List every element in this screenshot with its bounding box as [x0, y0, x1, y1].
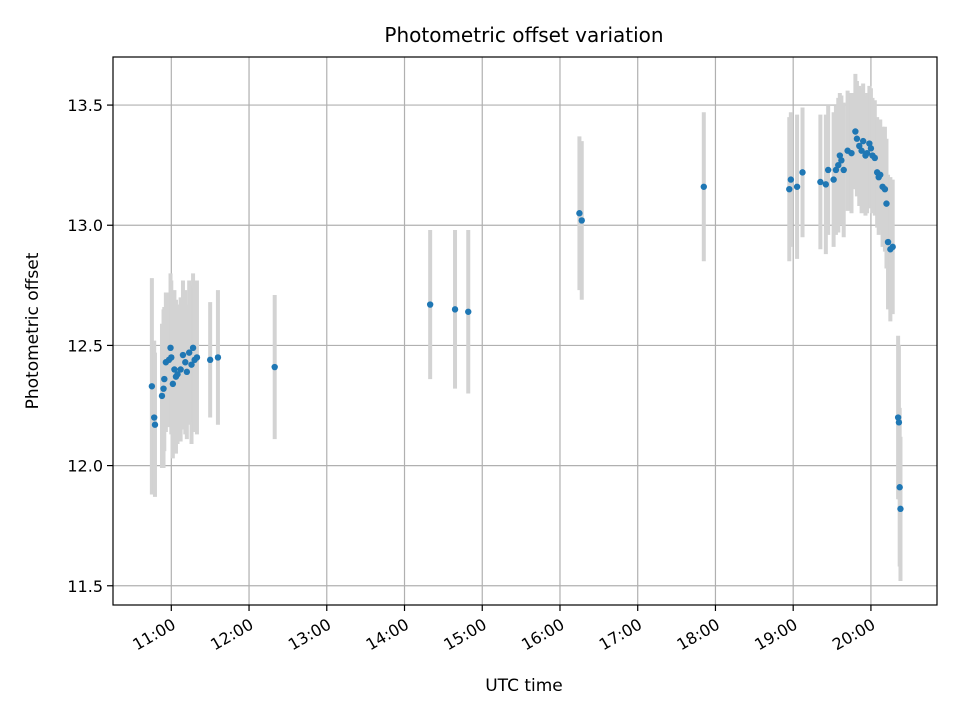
data-point: [840, 166, 847, 174]
data-point: [179, 351, 187, 359]
data-point: [182, 359, 189, 366]
data-point: [576, 210, 583, 217]
data-point: [206, 356, 214, 364]
y-tick-label: 11.5: [67, 577, 103, 596]
data-point: [158, 392, 166, 400]
data-point: [188, 361, 195, 368]
data-point: [859, 137, 867, 145]
data-point: [856, 142, 863, 150]
data-point: [426, 301, 434, 308]
data-point: [838, 157, 845, 164]
data-point: [451, 306, 459, 313]
plot-frame: [112, 56, 938, 606]
data-point: [151, 414, 158, 421]
data-point: [817, 178, 824, 186]
data-point: [793, 183, 801, 190]
data-point: [848, 149, 855, 157]
data-point: [884, 238, 892, 246]
data-point: [167, 344, 174, 352]
data-point: [824, 166, 832, 174]
y-tick-label: 12.0: [67, 457, 103, 476]
data-point: [895, 419, 903, 426]
data-point: [897, 505, 904, 513]
data-point: [836, 152, 844, 159]
data-point: [148, 383, 156, 390]
data-point: [465, 308, 472, 315]
data-point: [174, 371, 181, 378]
data-point: [894, 414, 902, 421]
data-point: [168, 354, 175, 361]
data-point: [822, 181, 830, 188]
y-tick-label: 13.5: [67, 96, 103, 115]
data-point: [786, 185, 793, 193]
data-point: [183, 368, 191, 376]
data-point: [852, 128, 859, 135]
data-point: [169, 380, 177, 388]
data-point: [787, 176, 795, 183]
data-point: [871, 154, 879, 162]
data-point: [877, 171, 884, 178]
data-point: [185, 349, 193, 356]
data-point: [853, 135, 861, 142]
y-tick-label: 12.5: [67, 336, 103, 355]
data-point: [881, 185, 889, 193]
x-axis-title: UTC time: [485, 676, 563, 696]
data-point: [193, 354, 201, 361]
data-point: [830, 176, 837, 183]
y-axis-title: Photometric offset: [23, 252, 43, 409]
data-point: [863, 149, 871, 157]
data-point: [189, 344, 197, 352]
y-tick-label: 13.0: [67, 216, 103, 235]
data-point: [883, 200, 890, 207]
data-point: [161, 375, 168, 383]
data-point: [177, 366, 184, 373]
data-point: [889, 243, 896, 251]
data-point: [896, 484, 903, 491]
data-point: [214, 354, 222, 361]
chart-title: Photometric offset variation: [384, 23, 663, 47]
data-point: [867, 145, 875, 152]
data-point: [151, 421, 159, 428]
data-point: [858, 147, 865, 154]
data-point: [578, 217, 585, 224]
data-point: [700, 183, 707, 190]
data-point: [271, 363, 278, 371]
data-point: [866, 140, 873, 147]
data-point: [160, 385, 167, 392]
data-point: [799, 169, 806, 176]
data-point: [171, 366, 178, 373]
data-point: [832, 166, 840, 174]
data-point: [835, 161, 842, 169]
